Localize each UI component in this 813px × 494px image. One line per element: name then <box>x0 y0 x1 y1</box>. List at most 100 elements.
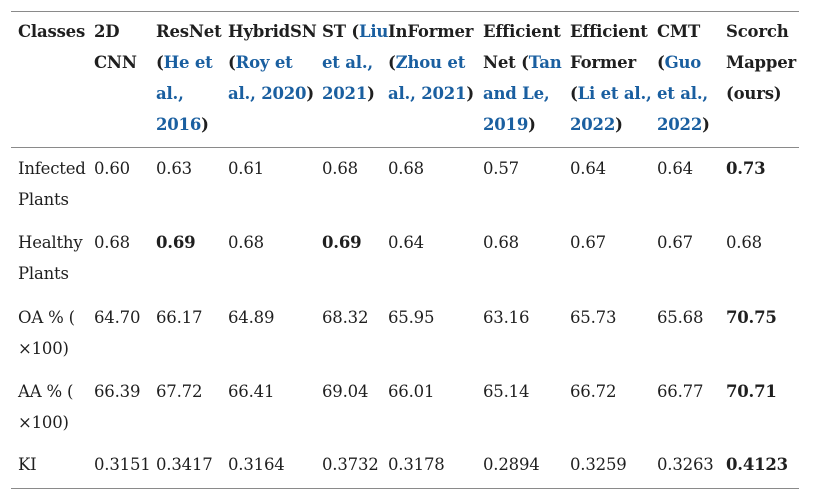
table-cell: 0.3259 <box>570 455 627 474</box>
citation-link[interactable]: al., 2021 <box>388 84 467 103</box>
header-cell-line: Classes <box>18 16 85 47</box>
header-cell-line: (Zhou et <box>388 47 465 78</box>
row-label: KI <box>18 455 37 474</box>
table-cell: 0.3417 <box>156 455 213 474</box>
citation-link[interactable]: 2021 <box>322 84 368 103</box>
header-cell-line: Scorch <box>726 16 789 47</box>
table-cell: 0.69 <box>156 233 196 252</box>
citation-link[interactable]: et al., <box>322 53 373 72</box>
table-cell: 0.57 <box>483 159 519 178</box>
table-cell: 0.68 <box>483 233 519 252</box>
header-cell-line: (ours) <box>726 78 782 109</box>
header-cell-line: Mapper <box>726 47 796 78</box>
header-text: Efficient <box>570 22 648 41</box>
table-cell: 0.68 <box>726 233 762 252</box>
table-cell: 0.63 <box>156 159 192 178</box>
citation-link[interactable]: He et <box>163 53 213 72</box>
table-cell: 64.70 <box>94 308 141 327</box>
table-cell: 0.2894 <box>483 455 540 474</box>
table-header-rule <box>11 147 799 148</box>
header-cell-line: CMT <box>657 16 700 47</box>
header-text: ) <box>466 84 474 103</box>
table-cell: 65.95 <box>388 308 435 327</box>
citation-link[interactable]: Roy et <box>235 53 293 72</box>
table-cell: 0.69 <box>322 233 362 252</box>
table-cell: 66.17 <box>156 308 203 327</box>
table-cell: 63.16 <box>483 308 530 327</box>
table-cell: 0.3263 <box>657 455 714 474</box>
table-cell: 66.01 <box>388 382 435 401</box>
header-text: (ours) <box>726 84 782 103</box>
citation-link[interactable]: al., <box>156 84 184 103</box>
citation-link[interactable]: Guo <box>664 53 702 72</box>
table-bottom-rule <box>11 488 799 489</box>
header-cell-line: et al., <box>657 78 708 109</box>
header-text: ( <box>570 84 578 103</box>
table-cell: 70.75 <box>726 308 777 327</box>
header-text: ( <box>657 53 665 72</box>
table-cell: 0.3164 <box>228 455 285 474</box>
table-cell: 0.61 <box>228 159 264 178</box>
table-cell: 0.67 <box>570 233 606 252</box>
table-cell: 65.14 <box>483 382 530 401</box>
citation-link[interactable]: 2019 <box>483 115 529 134</box>
header-text: CNN <box>94 53 137 72</box>
header-text: ) <box>528 115 536 134</box>
header-cell-line: al., 2021) <box>388 78 474 109</box>
header-text: CMT <box>657 22 701 41</box>
table-cell: 0.68 <box>322 159 358 178</box>
header-cell-line: 2022) <box>657 109 710 140</box>
table-cell: 0.64 <box>570 159 606 178</box>
citation-link[interactable]: Zhou et <box>395 53 466 72</box>
header-text: Efficient <box>483 22 561 41</box>
header-text: ( <box>156 53 164 72</box>
header-cell-line: ResNet <box>156 16 222 47</box>
citation-link[interactable]: 2022 <box>570 115 616 134</box>
header-cell-line: (Li et al., <box>570 78 652 109</box>
header-cell-line: Former <box>570 47 636 78</box>
table-cell: 0.73 <box>726 159 766 178</box>
header-cell-line: InFormer <box>388 16 473 47</box>
row-label: Healthy <box>18 233 83 252</box>
table-top-rule <box>11 11 799 12</box>
citation-link[interactable]: Liu <box>358 22 389 41</box>
citation-link[interactable]: et al., <box>657 84 708 103</box>
table-cell: 0.3732 <box>322 455 379 474</box>
header-cell-line: 2019) <box>483 109 536 140</box>
citation-link[interactable]: Li et al., <box>577 84 652 103</box>
citation-link[interactable]: and Le, <box>483 84 550 103</box>
citation-link[interactable]: 2016 <box>156 115 202 134</box>
table-cell: 0.4123 <box>726 455 788 474</box>
header-cell-line: 2D <box>94 16 120 47</box>
table-cell: 67.72 <box>156 382 203 401</box>
table-cell: 0.64 <box>388 233 424 252</box>
table-cell: 0.68 <box>388 159 424 178</box>
header-cell-line: Efficient <box>483 16 561 47</box>
header-text: Former <box>570 53 636 72</box>
table-cell: 66.41 <box>228 382 275 401</box>
header-cell-line: Net (Tan <box>483 47 562 78</box>
table-cell: 70.71 <box>726 382 777 401</box>
row-label: Plants <box>18 190 69 209</box>
header-cell-line: 2016) <box>156 109 209 140</box>
header-text: ST ( <box>322 22 359 41</box>
citation-link[interactable]: Tan <box>528 53 562 72</box>
header-cell-line: 2021) <box>322 78 375 109</box>
header-cell-line: CNN <box>94 47 137 78</box>
header-cell-line: and Le, <box>483 78 550 109</box>
citation-link[interactable]: 2022 <box>657 115 703 134</box>
header-text: ResNet <box>156 22 222 41</box>
header-text: ) <box>306 84 314 103</box>
header-text: ( <box>388 53 396 72</box>
header-cell-line: (Roy et <box>228 47 293 78</box>
header-cell-line: Efficient <box>570 16 648 47</box>
table-cell: 0.68 <box>228 233 264 252</box>
header-cell-line: (He et <box>156 47 213 78</box>
citation-link[interactable]: al., 2020 <box>228 84 307 103</box>
table-cell: 66.77 <box>657 382 704 401</box>
header-text: 2D <box>94 22 120 41</box>
table-cell: 69.04 <box>322 382 369 401</box>
table-cell: 0.67 <box>657 233 693 252</box>
table-cell: 66.39 <box>94 382 141 401</box>
row-label: ×100) <box>18 413 69 432</box>
